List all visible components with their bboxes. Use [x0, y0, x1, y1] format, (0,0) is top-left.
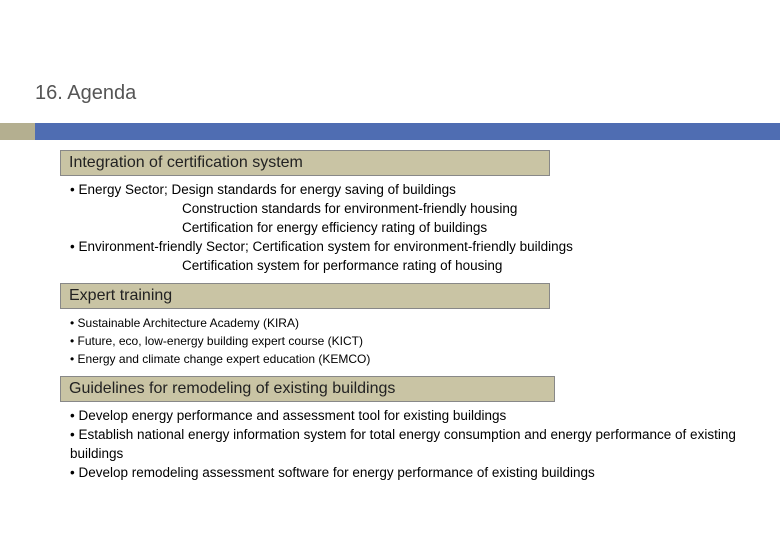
bullet-line: Certification system for performance rat…: [70, 257, 740, 276]
title-bar: [0, 123, 780, 140]
title-accent: [0, 123, 35, 140]
section-2-body: • Sustainable Architecture Academy (KIRA…: [60, 314, 740, 368]
section-heading-1: Integration of certification system: [60, 150, 550, 176]
bullet-line: • Future, eco, low-energy building exper…: [70, 332, 740, 350]
bullet-line: • Energy Sector; Design standards for en…: [70, 181, 740, 200]
bullet-line: • Environment-friendly Sector; Certifica…: [70, 238, 740, 257]
content-area: Integration of certification system • En…: [60, 150, 740, 489]
bullet-line: • Develop remodeling assessment software…: [70, 464, 740, 483]
bullet-line: • Energy and climate change expert educa…: [70, 350, 740, 368]
section-1-body: • Energy Sector; Design standards for en…: [60, 181, 740, 275]
section-heading-2: Expert training: [60, 283, 550, 309]
bullet-line: Certification for energy efficiency rati…: [70, 219, 740, 238]
section-3-body: • Develop energy performance and assessm…: [60, 407, 740, 483]
slide-title: 16. Agenda: [35, 82, 136, 105]
bullet-line: • Develop energy performance and assessm…: [70, 407, 740, 426]
bullet-line: • Establish national energy information …: [70, 426, 740, 464]
bullet-line: Construction standards for environment-f…: [70, 200, 740, 219]
section-heading-3: Guidelines for remodeling of existing bu…: [60, 376, 555, 402]
bullet-line: • Sustainable Architecture Academy (KIRA…: [70, 314, 740, 332]
